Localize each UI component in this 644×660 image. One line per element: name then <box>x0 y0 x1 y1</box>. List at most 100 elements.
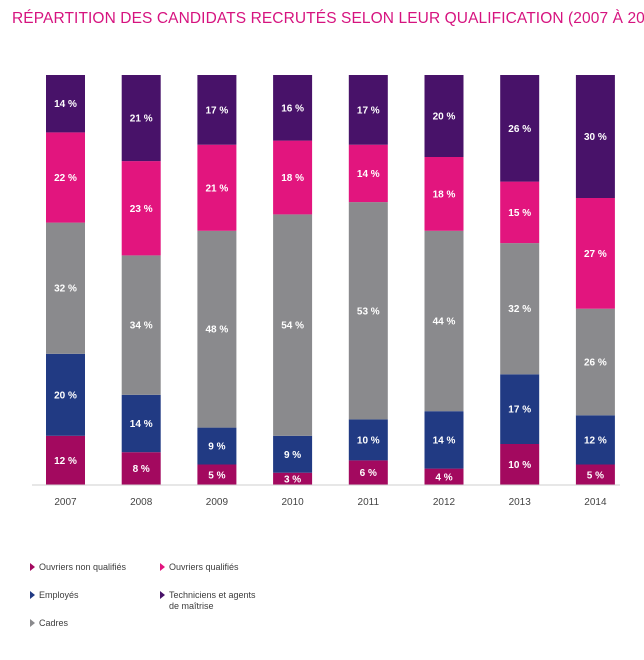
data-label: 10 % <box>508 460 531 471</box>
data-label: 12 % <box>54 456 77 467</box>
data-label: 20 % <box>433 112 456 123</box>
bar-segment <box>197 75 237 145</box>
data-label: 44 % <box>433 317 456 328</box>
bar-segment <box>46 435 85 485</box>
bar-segment <box>197 464 237 485</box>
data-label: 54 % <box>281 321 304 332</box>
bar-segment <box>121 452 161 485</box>
bar-segment <box>121 394 161 453</box>
x-tick-label: 2011 <box>358 497 380 508</box>
bar-segment <box>348 75 388 145</box>
bar-segment <box>348 144 388 203</box>
bar-segment <box>121 75 161 162</box>
bar-segment <box>46 353 85 436</box>
data-label: 5 % <box>208 470 225 481</box>
data-label: 4 % <box>435 472 452 483</box>
data-label: 23 % <box>130 204 153 215</box>
bar-segment <box>348 202 388 420</box>
data-label: 3 % <box>284 474 301 485</box>
data-label: 17 % <box>357 105 380 116</box>
data-label: 14 % <box>130 419 153 430</box>
data-label: 14 % <box>433 435 456 446</box>
bar-segment <box>424 75 464 157</box>
bar-segment <box>424 157 464 231</box>
legend-marker-icon <box>30 563 35 571</box>
legend-item: Cadres <box>30 618 140 629</box>
data-label: 32 % <box>508 304 531 315</box>
bar-segment <box>500 181 540 244</box>
data-label: 17 % <box>508 405 531 416</box>
data-label: 5 % <box>587 470 604 481</box>
bar-segment <box>500 243 540 375</box>
legend-marker-icon <box>30 591 35 599</box>
data-label: 18 % <box>433 189 456 200</box>
x-tick-label: 2014 <box>584 497 607 508</box>
bars-group: 12 % 20 % 32 % 22 % 14 % 8 % 14 % 34 % 23 % 21 % 5… <box>46 75 615 485</box>
data-label: 10 % <box>357 435 380 446</box>
data-label: 17 % <box>206 105 229 116</box>
data-label: 21 % <box>130 114 153 125</box>
legend-label: Ouvriers qualifiés <box>169 562 239 572</box>
legend-marker-icon <box>160 563 165 571</box>
data-label: 21 % <box>206 183 229 194</box>
data-label: 14 % <box>54 99 77 110</box>
legend-item: Employés <box>30 590 140 601</box>
data-label: 6 % <box>360 468 377 479</box>
bar-segment <box>46 75 85 133</box>
bar-segment <box>273 435 313 473</box>
bar-segment <box>273 75 313 141</box>
legend-item: Ouvriers non qualifiés <box>30 562 170 573</box>
data-label: 15 % <box>508 208 531 219</box>
bar-segment <box>46 132 85 223</box>
bar-segment <box>121 255 161 395</box>
legend-item: Techniciens et agents de maîtrise <box>160 590 260 612</box>
data-label: 12 % <box>584 435 607 446</box>
legend-label: Techniciens et agents de maîtrise <box>169 590 256 611</box>
legend-label: Ouvriers non qualifiés <box>39 562 127 572</box>
x-axis-ticks: 2007 2008 2009 2010 2011 2012 2013 2014 <box>54 497 607 508</box>
data-label: 27 % <box>584 249 607 260</box>
bar-segment <box>197 144 237 231</box>
bar-segment <box>500 374 540 444</box>
bar-segment <box>273 472 313 485</box>
bar-segment <box>197 230 237 428</box>
data-label: 8 % <box>133 464 150 475</box>
bar-segment <box>500 75 540 182</box>
legend-item: Ouvriers qualifiés <box>160 562 270 573</box>
x-tick-label: 2012 <box>433 497 456 508</box>
bar-segment <box>575 308 615 416</box>
data-label: 16 % <box>281 103 304 114</box>
bar-segment <box>575 415 615 465</box>
bar-segment <box>424 411 464 469</box>
legend-marker-icon <box>30 619 35 627</box>
bar-segment <box>575 75 615 198</box>
data-label: 30 % <box>584 132 607 143</box>
x-tick-label: 2009 <box>206 497 229 508</box>
x-tick-label: 2010 <box>281 497 304 508</box>
bar-segment <box>121 161 161 256</box>
x-tick-label: 2013 <box>509 497 532 508</box>
data-label: 48 % <box>206 325 229 336</box>
data-label: 18 % <box>281 173 304 184</box>
bar-segment <box>424 230 464 412</box>
legend-label: Cadres <box>39 618 69 628</box>
bar-segment <box>348 419 388 461</box>
bar-segment <box>273 140 313 215</box>
bar-segment <box>500 444 540 485</box>
data-label: 32 % <box>54 284 77 295</box>
bar-segment <box>348 460 388 485</box>
data-label: 26 % <box>584 358 607 369</box>
bar-segment <box>575 464 615 485</box>
bar-segment <box>197 427 237 465</box>
legend-label: Employés <box>39 590 79 600</box>
bar-segment <box>575 198 615 309</box>
bar-segment <box>424 468 464 485</box>
data-label: 26 % <box>508 124 531 135</box>
x-tick-label: 2007 <box>54 497 77 508</box>
data-label: 34 % <box>130 321 153 332</box>
chart-title: RÉPARTITION DES CANDIDATS RECRUTÉS SELON… <box>12 10 644 27</box>
data-label: 14 % <box>357 169 380 180</box>
bar-segment <box>46 222 85 354</box>
data-label: 53 % <box>357 306 380 317</box>
